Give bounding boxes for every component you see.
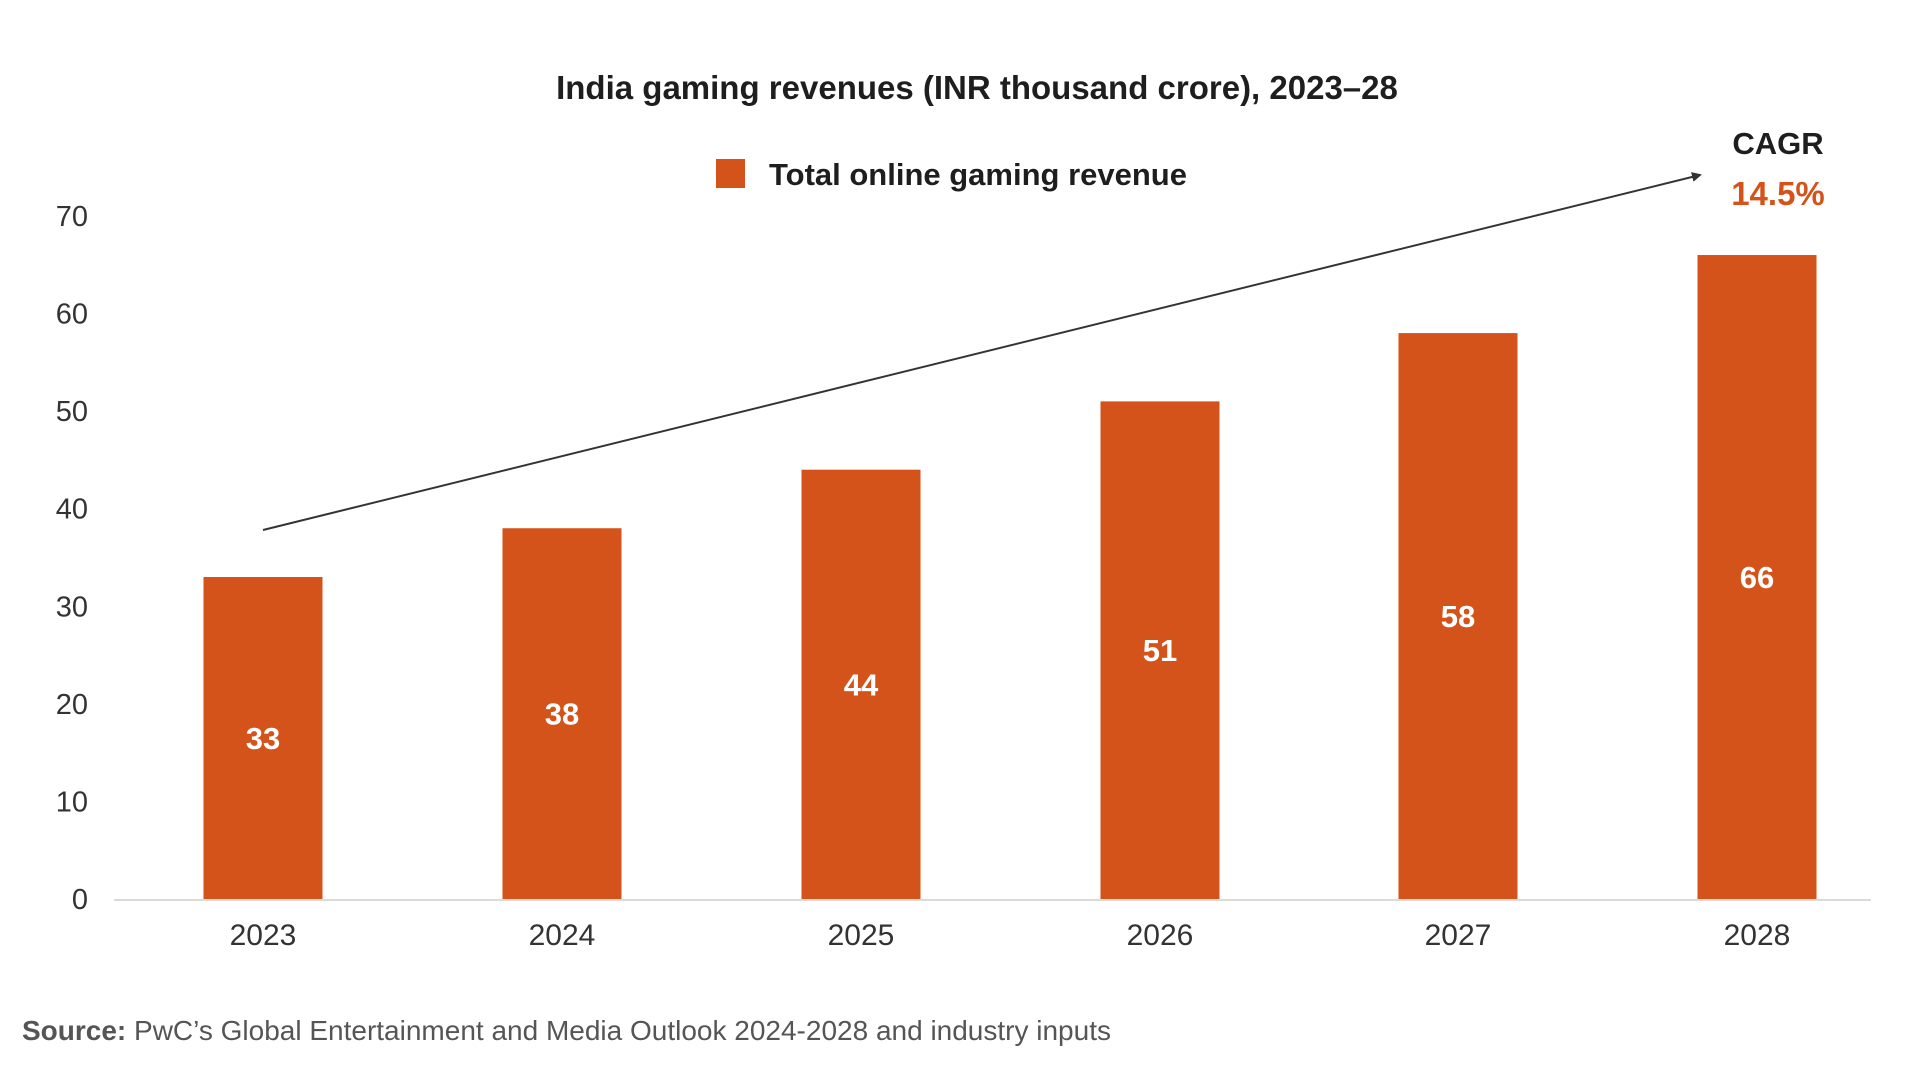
source-note: Source: PwC’s Global Entertainment and M… xyxy=(22,1015,1111,1046)
source-prefix: Source: xyxy=(22,1015,126,1046)
cagr-label: CAGR xyxy=(1732,126,1823,161)
chart-title: India gaming revenues (INR thousand cror… xyxy=(556,69,1398,106)
data-label-2027: 58 xyxy=(1441,599,1475,634)
data-label-2024: 38 xyxy=(545,697,579,732)
legend: Total online gaming revenue xyxy=(716,157,1187,192)
x-tick-label: 2024 xyxy=(529,919,596,952)
x-axis: 2023 2024 2025 2026 2027 2028 xyxy=(114,899,1871,952)
x-tick-label: 2023 xyxy=(230,919,297,952)
x-tick-label: 2025 xyxy=(828,919,895,952)
bar-2023 xyxy=(203,577,323,899)
x-tick-label: 2028 xyxy=(1724,919,1791,952)
cagr-trend-arrow xyxy=(262,172,1702,531)
legend-label-total-online-gaming-revenue: Total online gaming revenue xyxy=(769,157,1187,192)
y-tick-label: 0 xyxy=(72,884,88,916)
bar-2026 xyxy=(1100,401,1220,899)
bar-2027 xyxy=(1398,333,1518,900)
y-tick-label: 60 xyxy=(56,299,88,331)
legend-swatch-total-online-gaming-revenue xyxy=(716,159,745,188)
bars: 33 38 44 51 58 66 xyxy=(203,255,1817,900)
bar-2025 xyxy=(801,469,921,899)
y-tick-label: 20 xyxy=(56,689,88,721)
y-tick-label: 40 xyxy=(56,494,88,526)
data-label-2026: 51 xyxy=(1143,633,1177,668)
cagr-value: 14.5% xyxy=(1731,175,1825,212)
y-tick-label: 10 xyxy=(56,786,88,818)
x-tick-label: 2027 xyxy=(1425,919,1492,952)
x-tick-label: 2026 xyxy=(1127,919,1194,952)
y-axis: 0 10 20 30 40 50 60 70 xyxy=(56,201,88,916)
bar-2028 xyxy=(1697,255,1817,899)
bar-2024 xyxy=(502,528,622,899)
y-tick-label: 50 xyxy=(56,396,88,428)
data-label-2025: 44 xyxy=(844,667,879,702)
y-tick-label: 30 xyxy=(56,591,88,623)
y-tick-label: 70 xyxy=(56,201,88,233)
data-label-2023: 33 xyxy=(246,721,280,756)
source-text: PwC’s Global Entertainment and Media Out… xyxy=(126,1015,1111,1046)
data-label-2028: 66 xyxy=(1740,560,1774,595)
